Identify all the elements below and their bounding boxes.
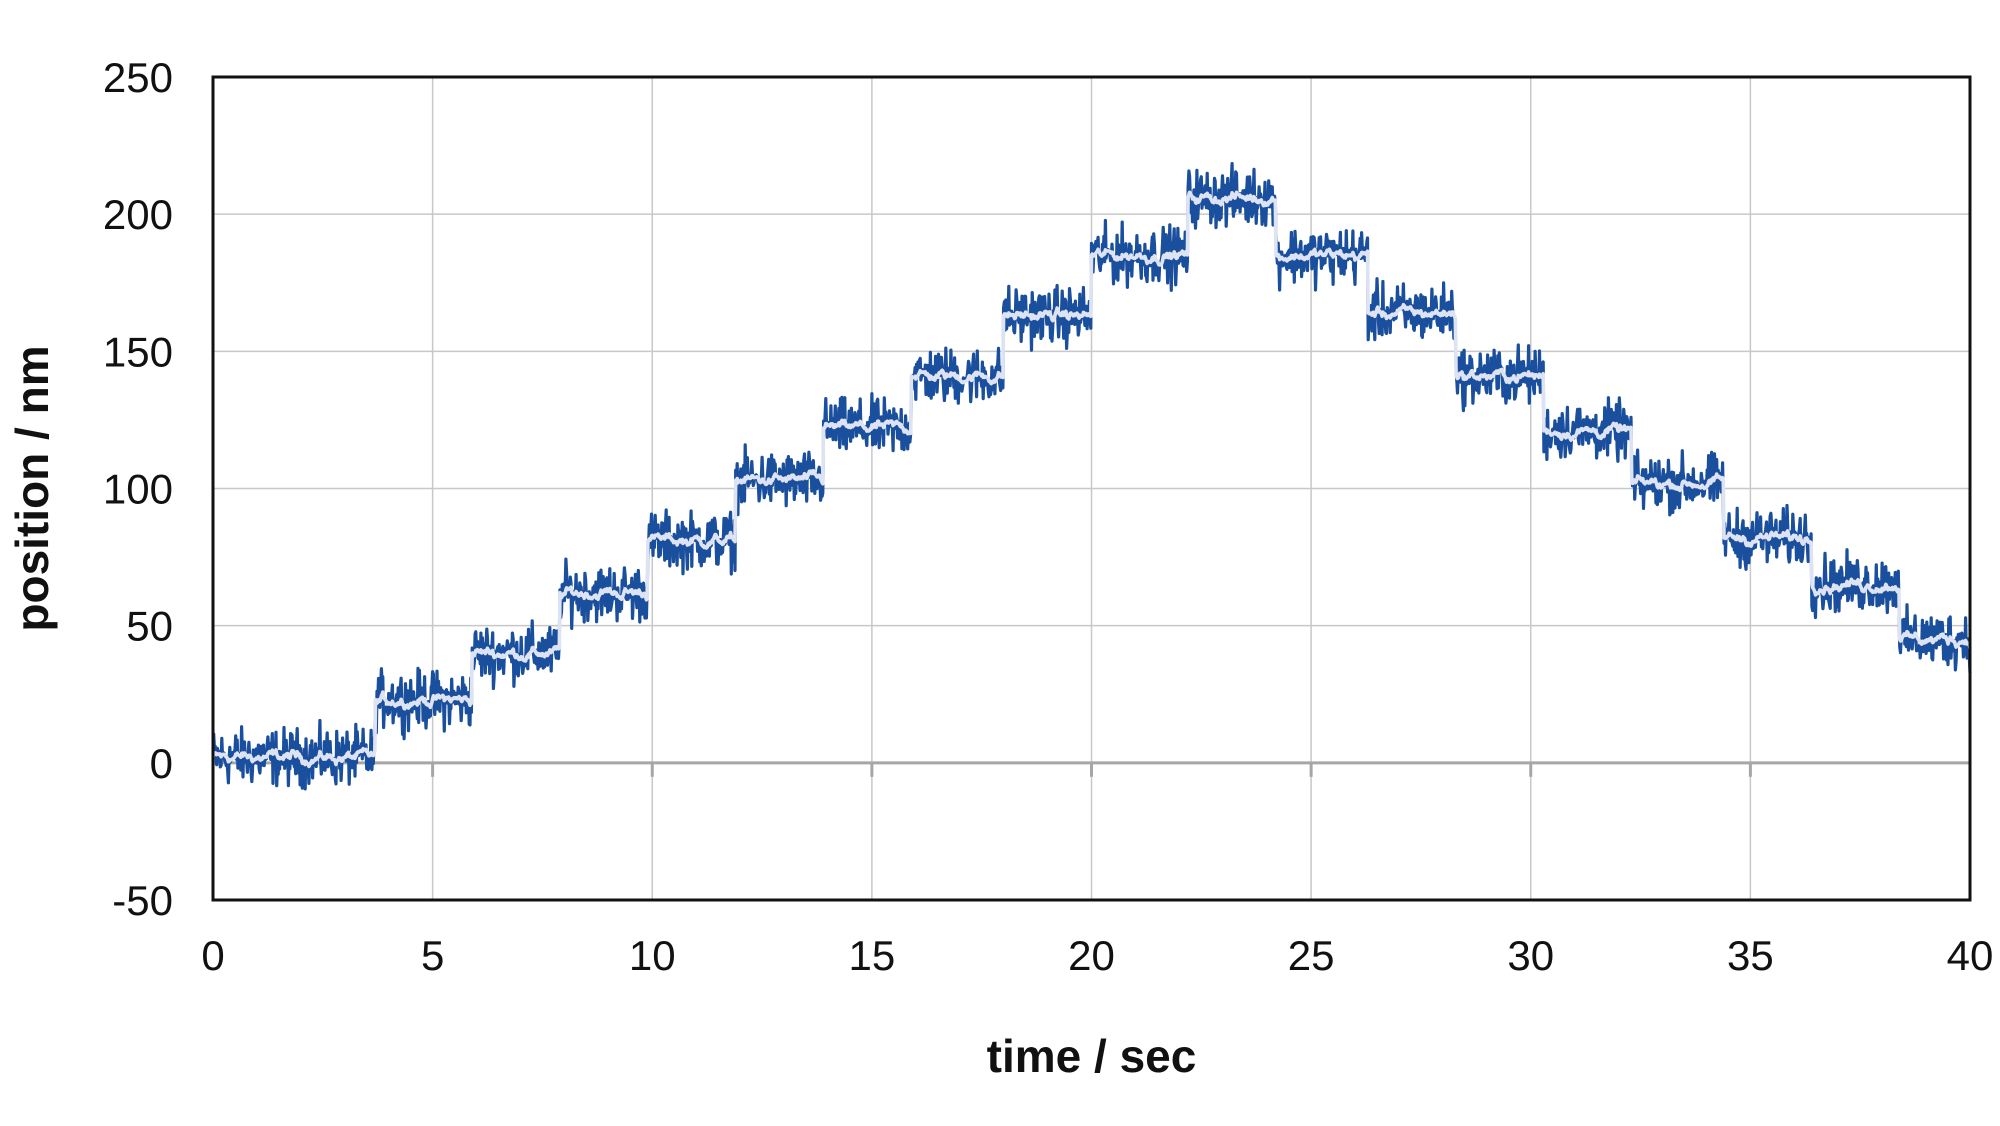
x-tick-marks [431, 762, 1752, 777]
raw-position-trace [211, 162, 1972, 791]
y-tick-label-250: 250 [103, 54, 173, 101]
y-tick-labels: -50 0 50 100 150 200 250 [103, 54, 173, 924]
y-tick-label-50: 50 [126, 603, 173, 650]
x-tick-label-10: 10 [629, 932, 676, 979]
data-series [211, 162, 1972, 791]
x-tick-label-20: 20 [1068, 932, 1115, 979]
x-tick-label-40: 40 [1947, 932, 1994, 979]
y-tick-label-200: 200 [103, 191, 173, 238]
x-axis-title: time / sec [987, 1030, 1197, 1082]
plot-area-frame [211, 75, 1972, 902]
y-tick-label-0: 0 [150, 740, 173, 787]
x-tick-label-5: 5 [421, 932, 444, 979]
y-tick-label-150: 150 [103, 328, 173, 375]
x-tick-label-0: 0 [201, 932, 224, 979]
y-axis-title: position / nm [6, 345, 58, 631]
x-tick-labels: 0 5 10 15 20 25 30 35 40 [201, 932, 1993, 979]
x-tick-label-25: 25 [1288, 932, 1335, 979]
x-tick-label-35: 35 [1727, 932, 1774, 979]
y-tick-label--50: -50 [112, 877, 173, 924]
filtered-position-trace [211, 190, 1972, 769]
y-tick-label-100: 100 [103, 466, 173, 513]
x-tick-label-30: 30 [1507, 932, 1554, 979]
x-tick-label-15: 15 [849, 932, 896, 979]
